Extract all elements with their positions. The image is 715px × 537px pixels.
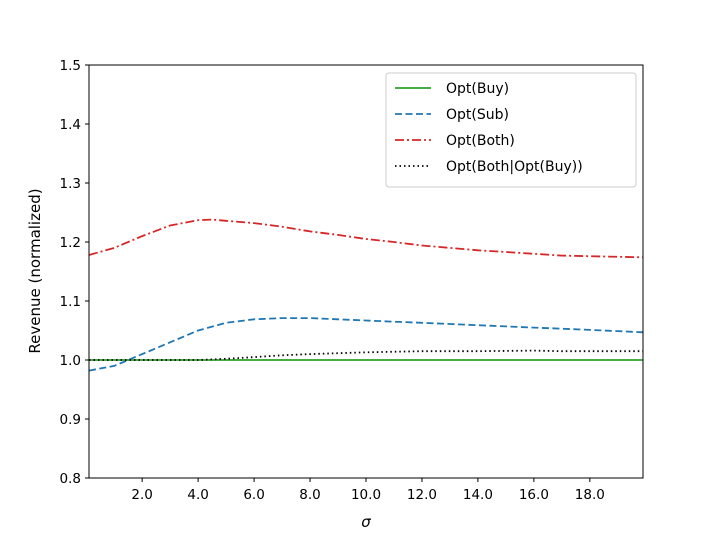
legend-label-opt-both: Opt(Both) <box>446 133 515 149</box>
x-tick-label: 10.0 <box>351 487 381 503</box>
y-tick-label: 1.0 <box>60 353 81 369</box>
y-axis-label: Revenue (normalized) <box>26 188 44 353</box>
x-tick-label: 2.0 <box>131 487 152 503</box>
legend-label-opt-both-opt-buy: Opt(Both|Opt(Buy)) <box>446 159 583 175</box>
x-tick-label: 16.0 <box>519 487 549 503</box>
y-tick-label: 0.9 <box>60 412 81 428</box>
x-tick-label: 14.0 <box>463 487 493 503</box>
y-tick-label: 0.8 <box>60 471 81 487</box>
legend-label-opt-sub: Opt(Sub) <box>446 107 509 123</box>
x-tick-label: 18.0 <box>575 487 605 503</box>
x-tick-label: 12.0 <box>407 487 437 503</box>
y-tick-label: 1.5 <box>60 58 81 74</box>
y-axis: 0.8 0.9 1.0 1.1 1.2 1.3 1.4 1.5 <box>60 58 89 487</box>
series-line-opt-both <box>88 218 644 259</box>
x-axis: 2.0 4.0 6.0 8.0 10.0 12.0 14.0 16.0 18.0 <box>131 478 605 503</box>
y-tick-label: 1.1 <box>60 294 81 310</box>
series-line-opt-sub <box>88 317 644 372</box>
x-tick-label: 8.0 <box>299 487 320 503</box>
y-tick-label: 1.2 <box>60 235 81 251</box>
legend-label-opt-buy: Opt(Buy) <box>446 81 509 97</box>
y-tick-label: 1.4 <box>60 117 81 133</box>
series-layer <box>88 218 644 372</box>
x-tick-label: 4.0 <box>187 487 208 503</box>
x-tick-label: 6.0 <box>243 487 264 503</box>
series-line-opt-both-opt-buy <box>89 349 643 361</box>
legend-box <box>385 72 637 188</box>
y-tick-label: 1.3 <box>60 176 81 192</box>
x-axis-label: σ <box>361 513 371 531</box>
legend: Opt(Buy) Opt(Sub) Opt(Both) Opt(Both|Opt(Bu… <box>385 72 637 188</box>
